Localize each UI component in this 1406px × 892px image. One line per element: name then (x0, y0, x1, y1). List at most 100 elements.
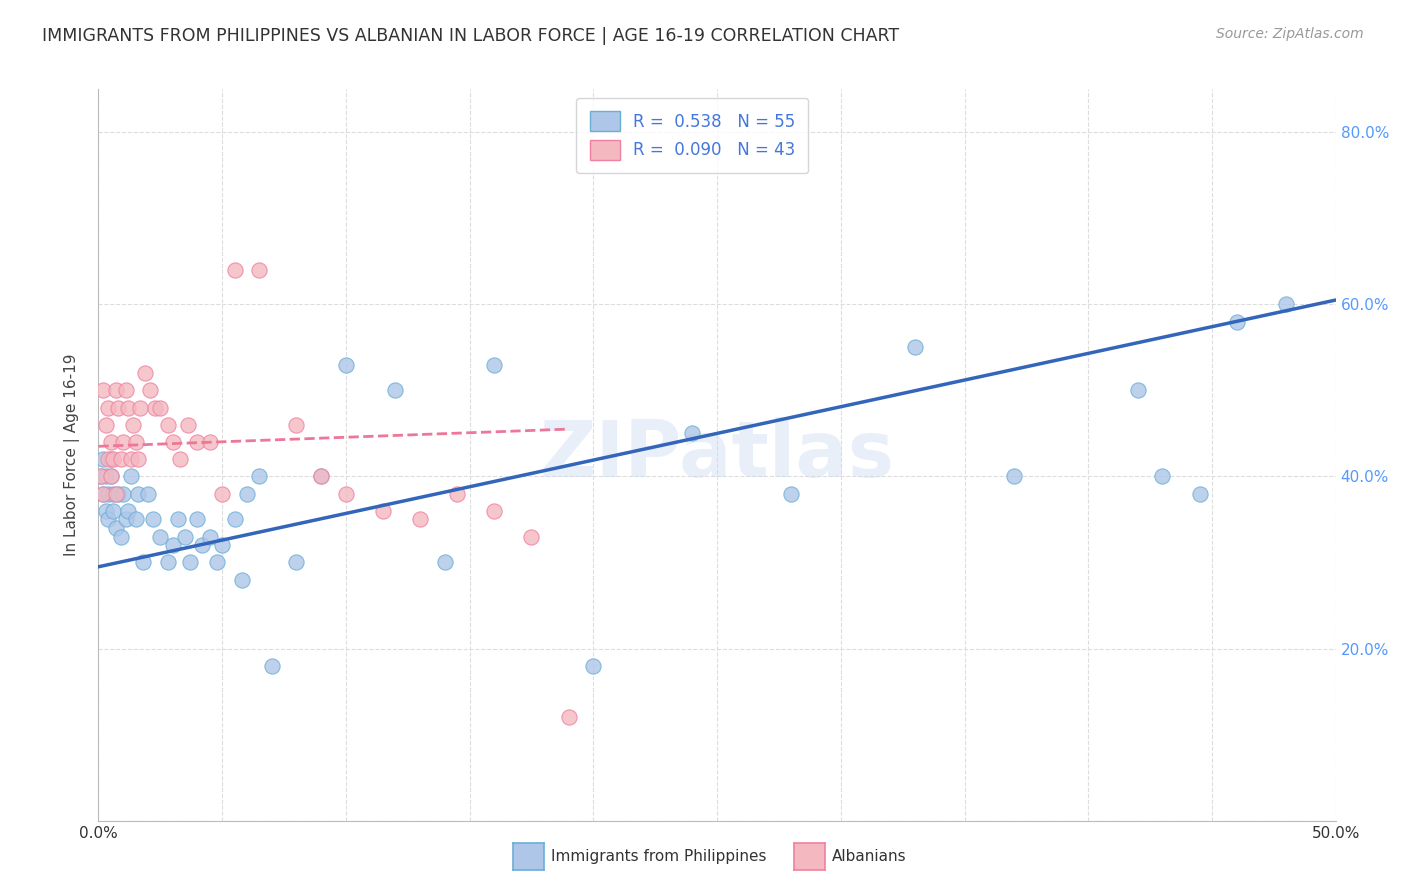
Point (110, 530, 132, 544)
Point (94, 417, 117, 432)
Point (100, 435, 122, 450)
Point (97, 486, 120, 500)
Point (104, 384, 127, 398)
Point (904, 340, 927, 354)
Point (100, 452, 122, 467)
Point (114, 384, 136, 398)
Point (149, 530, 172, 544)
Point (186, 435, 208, 450)
Point (107, 486, 129, 500)
Point (681, 426, 703, 441)
Text: Source: ZipAtlas.com: Source: ZipAtlas.com (1216, 27, 1364, 41)
Point (104, 486, 127, 500)
Point (1226, 314, 1249, 328)
Point (127, 486, 149, 500)
Point (129, 401, 152, 415)
Point (1126, 384, 1149, 398)
Point (103, 452, 125, 467)
Point (384, 384, 406, 398)
Point (198, 530, 221, 544)
Point (309, 469, 332, 483)
Point (124, 435, 146, 450)
Point (97, 401, 120, 415)
Point (93, 486, 115, 500)
Point (93, 384, 115, 398)
Point (136, 486, 159, 500)
Point (169, 452, 191, 467)
Text: ZIPatlas: ZIPatlas (540, 417, 894, 493)
Point (120, 469, 142, 483)
Point (780, 486, 803, 500)
Point (174, 530, 197, 544)
Point (90, 469, 112, 483)
Point (247, 263, 270, 277)
Point (335, 486, 357, 500)
Point (205, 556, 228, 570)
Point (285, 556, 308, 570)
Point (94, 504, 117, 518)
Point (179, 556, 201, 570)
Point (335, 358, 357, 372)
Point (149, 401, 172, 415)
Point (117, 504, 139, 518)
Point (139, 384, 162, 398)
Point (446, 486, 468, 500)
Point (143, 401, 166, 415)
Point (134, 366, 156, 380)
Point (285, 417, 308, 432)
Point (132, 556, 155, 570)
Point (433, 556, 456, 570)
Point (371, 504, 394, 518)
Point (127, 452, 149, 467)
Point (520, 530, 543, 544)
Point (93, 486, 115, 500)
Point (211, 538, 233, 552)
Point (162, 435, 184, 450)
Point (231, 573, 253, 587)
Point (582, 658, 605, 673)
Point (103, 486, 125, 500)
Point (484, 358, 506, 372)
Point (156, 556, 179, 570)
Point (120, 452, 142, 467)
Point (107, 401, 129, 415)
Point (1188, 486, 1211, 500)
Point (557, 710, 579, 724)
Point (211, 486, 233, 500)
Point (191, 538, 214, 552)
Point (247, 469, 270, 483)
Point (103, 504, 125, 518)
Point (162, 538, 184, 552)
Text: IMMIGRANTS FROM PHILIPPINES VS ALBANIAN IN LABOR FORCE | AGE 16-19 CORRELATION C: IMMIGRANTS FROM PHILIPPINES VS ALBANIAN … (42, 27, 900, 45)
Point (156, 417, 179, 432)
Point (224, 263, 246, 277)
Point (97, 452, 120, 467)
Point (112, 486, 135, 500)
Text: Albanians: Albanians (832, 849, 907, 863)
Point (94, 469, 117, 483)
Point (142, 512, 165, 526)
Point (166, 512, 188, 526)
Point (176, 417, 198, 432)
Point (198, 435, 221, 450)
Point (409, 512, 432, 526)
Point (236, 486, 259, 500)
Point (114, 512, 136, 526)
Point (104, 521, 127, 535)
Y-axis label: In Labor Force | Age 16-19: In Labor Force | Age 16-19 (63, 353, 80, 557)
Point (124, 512, 146, 526)
Point (100, 469, 122, 483)
Point (122, 417, 145, 432)
Point (260, 658, 283, 673)
Point (110, 452, 132, 467)
Point (93, 452, 115, 467)
Point (112, 435, 135, 450)
Legend: R =  0.538   N = 55, R =  0.090   N = 43: R = 0.538 N = 55, R = 0.090 N = 43 (576, 97, 808, 173)
Point (90, 469, 112, 483)
Point (1152, 469, 1174, 483)
Point (484, 504, 506, 518)
Point (224, 512, 246, 526)
Point (309, 469, 332, 483)
Point (117, 401, 139, 415)
Point (100, 469, 122, 483)
